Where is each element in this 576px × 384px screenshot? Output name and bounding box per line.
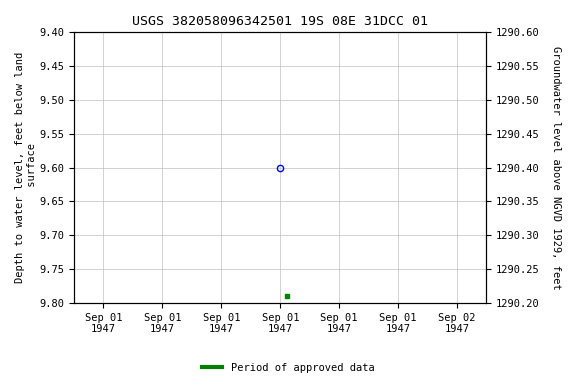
Y-axis label: Depth to water level, feet below land
 surface: Depth to water level, feet below land su… <box>15 52 37 283</box>
Y-axis label: Groundwater level above NGVD 1929, feet: Groundwater level above NGVD 1929, feet <box>551 46 561 290</box>
Legend: Period of approved data: Period of approved data <box>198 359 378 377</box>
Title: USGS 382058096342501 19S 08E 31DCC 01: USGS 382058096342501 19S 08E 31DCC 01 <box>132 15 429 28</box>
